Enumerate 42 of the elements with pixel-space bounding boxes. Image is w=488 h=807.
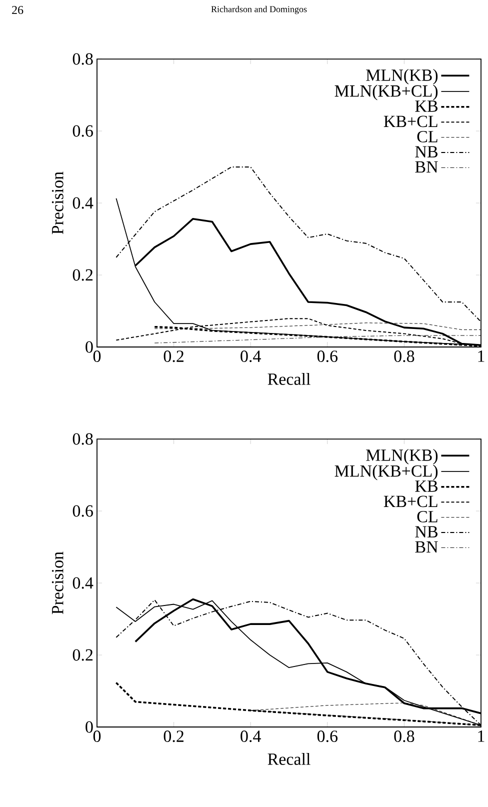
x-tick-label: 0.8 [394, 350, 414, 362]
x-axis-title: Recall [268, 752, 310, 765]
x-tick-label: 0 [93, 730, 101, 742]
y-tick-label: 0.4 [72, 577, 94, 589]
x-tick-label: 0.4 [240, 730, 261, 742]
legend-label: CL [417, 130, 438, 142]
legend-label: BN [415, 161, 438, 173]
legend-label: MLN(KB+CL) [334, 464, 438, 480]
y-tick-label: 0.2 [72, 649, 93, 661]
y-tick-label: 0.8 [72, 433, 93, 445]
y-tick-label: 0 [86, 721, 93, 733]
x-tick-label: 0 [93, 350, 101, 362]
x-tick-label: 0.4 [240, 350, 261, 362]
x-tick-label: 1 [478, 730, 484, 742]
y-axis-title: Precision [52, 552, 64, 614]
legend-label: CL [417, 510, 438, 522]
y-tick-label: 0.6 [72, 125, 93, 137]
y-tick-label: 0 [86, 341, 93, 353]
x-tick-label: 0.2 [164, 730, 184, 742]
legend-label: NB [415, 526, 438, 538]
legend-label: MLN(KB) [366, 68, 438, 84]
legend-label: KB [415, 480, 438, 492]
y-axis-title: Precision [52, 172, 64, 234]
x-tick-label: 1 [478, 350, 484, 362]
y-tick-label: 0.4 [72, 197, 94, 209]
x-tick-label: 0.6 [317, 730, 338, 742]
legend-label: MLN(KB+CL) [334, 84, 438, 100]
x-axis-title: Recall [268, 372, 310, 385]
x-tick-label: 0.6 [317, 350, 338, 362]
y-tick-label: 0.2 [72, 269, 93, 281]
x-tick-label: 0.8 [394, 730, 414, 742]
legend-label: MLN(KB) [366, 448, 438, 464]
legend-label: BN [415, 541, 438, 553]
legend-label: KB+CL [384, 496, 438, 508]
legend-label: NB [415, 146, 438, 158]
y-tick-label: 0.8 [72, 53, 93, 65]
x-tick-label: 0.2 [164, 350, 184, 362]
legend-label: KB+CL [384, 116, 438, 128]
text: Richardson and Domingos [211, 6, 307, 14]
y-tick-label: 0.6 [72, 505, 93, 517]
legend-label: KB [415, 100, 438, 112]
text: 26 [12, 6, 24, 14]
